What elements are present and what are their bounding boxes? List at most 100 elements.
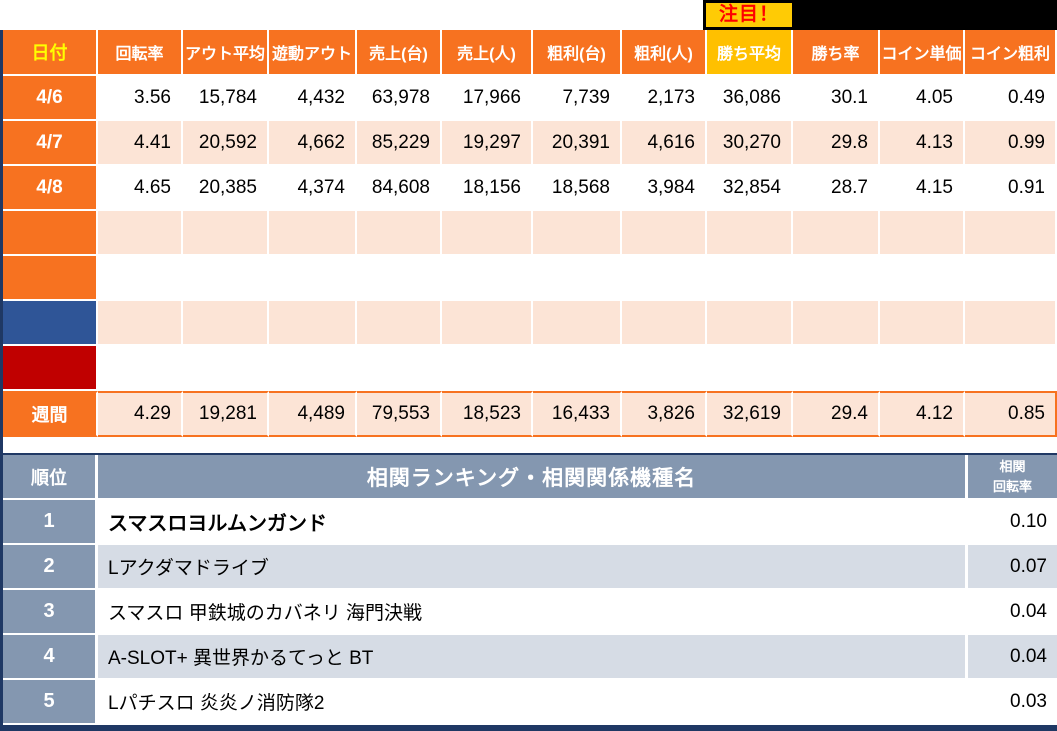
daily-row-empty-1	[3, 211, 1057, 256]
correlation-value-cell: 0.04	[968, 635, 1057, 680]
date-cell-blue	[3, 301, 98, 346]
ranking-row-5: 5 Lパチスロ 炎炎ノ消防隊2 0.03	[3, 680, 1057, 725]
stat-cell: 4.15	[880, 166, 965, 211]
correlation-ranking-table: 順位 相関ランキング・相関関係機種名 相関 回転率 1 スマスロヨルムンガンド …	[3, 455, 1057, 725]
stat-cell: 16,433	[533, 391, 622, 437]
ranking-row-3: 3 スマスロ 甲鉄城のカバネリ 海門決戦 0.04	[3, 590, 1057, 635]
stat-cell: 79,553	[357, 391, 442, 437]
stat-cell: 0.85	[965, 391, 1057, 437]
stat-cell: 3,984	[622, 166, 707, 211]
stat-cell: 0.91	[965, 166, 1057, 211]
date-cell-red	[3, 346, 98, 391]
column-header-out-average: アウト平均	[183, 30, 269, 76]
correlation-header-line1: 相関	[999, 459, 1026, 474]
stat-cell: 4,374	[269, 166, 357, 211]
stat-cell	[183, 256, 269, 301]
machine-name-cell: スマスロ 甲鉄城のカバネリ 海門決戦	[98, 590, 968, 635]
stat-cell	[880, 256, 965, 301]
stat-cell	[707, 346, 793, 391]
stat-cell: 4,432	[269, 76, 357, 121]
correlation-value-cell: 0.07	[968, 545, 1057, 590]
stat-cell	[357, 211, 442, 256]
stat-cell	[793, 256, 880, 301]
stat-cell: 2,173	[622, 76, 707, 121]
column-header-correlation-rate: 相関 回転率	[968, 455, 1057, 500]
stat-cell	[98, 256, 183, 301]
stat-cell	[533, 256, 622, 301]
date-cell: 4/8	[3, 166, 98, 211]
date-cell: 4/7	[3, 121, 98, 166]
rank-cell: 1	[3, 500, 98, 545]
stat-cell	[622, 346, 707, 391]
daily-row-4-6: 4/6 3.56 15,784 4,432 63,978 17,966 7,73…	[3, 76, 1057, 121]
stat-cell: 32,854	[707, 166, 793, 211]
stat-cell: 28.7	[793, 166, 880, 211]
daily-row-empty-2	[3, 256, 1057, 301]
stat-cell: 32,619	[707, 391, 793, 437]
rank-cell: 3	[3, 590, 98, 635]
stat-cell: 4,616	[622, 121, 707, 166]
stat-cell	[793, 301, 880, 346]
column-header-gross-per-machine: 粗利(台)	[533, 30, 622, 76]
stat-cell	[707, 256, 793, 301]
stat-cell: 0.49	[965, 76, 1057, 121]
column-header-win-rate: 勝ち率	[793, 30, 880, 76]
stat-cell: 18,568	[533, 166, 622, 211]
stat-cell	[965, 256, 1057, 301]
stat-cell: 36,086	[707, 76, 793, 121]
column-header-sales-per-machine: 売上(台)	[357, 30, 442, 76]
daily-stats-table: 日付 回転率 アウト平均 遊動アウト 売上(台) 売上(人) 粗利(台) 粗利(…	[3, 30, 1057, 437]
stat-cell: 0.99	[965, 121, 1057, 166]
stat-cell: 19,281	[183, 391, 269, 437]
column-header-coin-gross: コイン粗利	[965, 30, 1057, 76]
daily-header-row: 日付 回転率 アウト平均 遊動アウト 売上(台) 売上(人) 粗利(台) 粗利(…	[3, 30, 1057, 76]
stat-cell: 4.13	[880, 121, 965, 166]
rank-cell: 4	[3, 635, 98, 680]
attention-callout: 注目！	[703, 0, 795, 30]
column-header-floating-out: 遊動アウト	[269, 30, 357, 76]
stat-cell: 4.65	[98, 166, 183, 211]
stat-cell: 84,608	[357, 166, 442, 211]
stat-cell: 29.4	[793, 391, 880, 437]
daily-row-empty-blue	[3, 301, 1057, 346]
stat-cell	[442, 256, 533, 301]
stat-cell	[965, 301, 1057, 346]
date-cell	[3, 211, 98, 256]
correlation-header-line2: 回転率	[992, 478, 1032, 494]
stat-cell	[533, 301, 622, 346]
column-header-win-average: 勝ち平均	[707, 30, 793, 76]
stat-cell: 4,662	[269, 121, 357, 166]
stat-cell: 7,739	[533, 76, 622, 121]
stat-cell: 19,297	[442, 121, 533, 166]
stat-cell: 20,592	[183, 121, 269, 166]
stat-cell	[442, 301, 533, 346]
stat-cell	[533, 346, 622, 391]
stat-cell	[98, 346, 183, 391]
stat-cell	[357, 346, 442, 391]
weekly-summary-row: 週間 4.29 19,281 4,489 79,553 18,523 16,43…	[3, 391, 1057, 437]
stat-cell	[880, 346, 965, 391]
column-header-rank: 順位	[3, 455, 98, 500]
stat-cell	[707, 211, 793, 256]
stat-cell	[183, 346, 269, 391]
stat-cell: 29.8	[793, 121, 880, 166]
stat-cell	[793, 211, 880, 256]
stat-cell	[442, 346, 533, 391]
stat-cell: 20,391	[533, 121, 622, 166]
stat-cell	[965, 211, 1057, 256]
daily-row-4-7: 4/7 4.41 20,592 4,662 85,229 19,297 20,3…	[3, 121, 1057, 166]
weekly-label-cell: 週間	[3, 391, 98, 437]
stat-cell	[707, 301, 793, 346]
stat-cell: 3,826	[622, 391, 707, 437]
daily-row-empty-red	[3, 346, 1057, 391]
stat-cell	[98, 211, 183, 256]
date-cell: 4/6	[3, 76, 98, 121]
stat-cell: 63,978	[357, 76, 442, 121]
stat-cell	[622, 256, 707, 301]
machine-name-cell: A-SLOT+ 異世界かるてっと BT	[98, 635, 968, 680]
top-band: 注目！	[0, 0, 1057, 30]
ranking-table-frame: 順位 相関ランキング・相関関係機種名 相関 回転率 1 スマスロヨルムンガンド …	[3, 453, 1057, 731]
rank-cell: 2	[3, 545, 98, 590]
correlation-value-cell: 0.03	[968, 680, 1057, 725]
stat-cell: 30,270	[707, 121, 793, 166]
